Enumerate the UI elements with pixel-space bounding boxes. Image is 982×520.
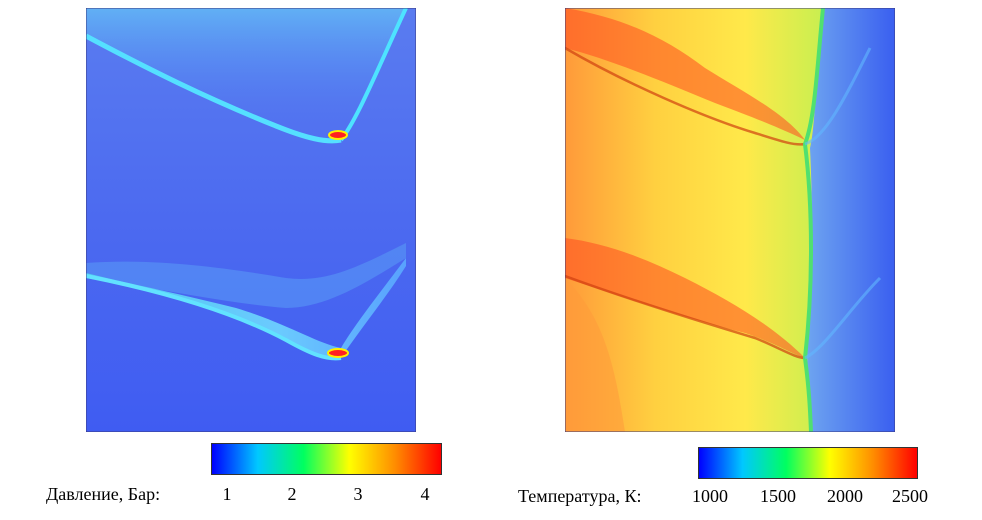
temperature-field-image	[565, 8, 895, 432]
temperature-tick-1000: 1000	[692, 486, 728, 506]
pressure-field-image	[86, 8, 416, 432]
pressure-tick-1: 1	[222, 484, 232, 504]
pressure-tick-2: 2	[287, 484, 297, 504]
temperature-colorbar	[698, 447, 918, 479]
pressure-field-plot	[86, 8, 416, 432]
pressure-colorbar	[211, 443, 442, 475]
pressure-axis-label: Давление, Бар:	[46, 484, 161, 504]
pressure-tick-4: 4	[420, 484, 430, 504]
temperature-tick-2500: 2500	[892, 486, 928, 506]
temperature-field-plot	[565, 8, 895, 432]
temperature-axis-label: Температура, К:	[518, 486, 642, 506]
pressure-tick-3: 3	[353, 484, 363, 504]
temperature-tick-2000: 2000	[827, 486, 863, 506]
temperature-tick-1500: 1500	[760, 486, 796, 506]
